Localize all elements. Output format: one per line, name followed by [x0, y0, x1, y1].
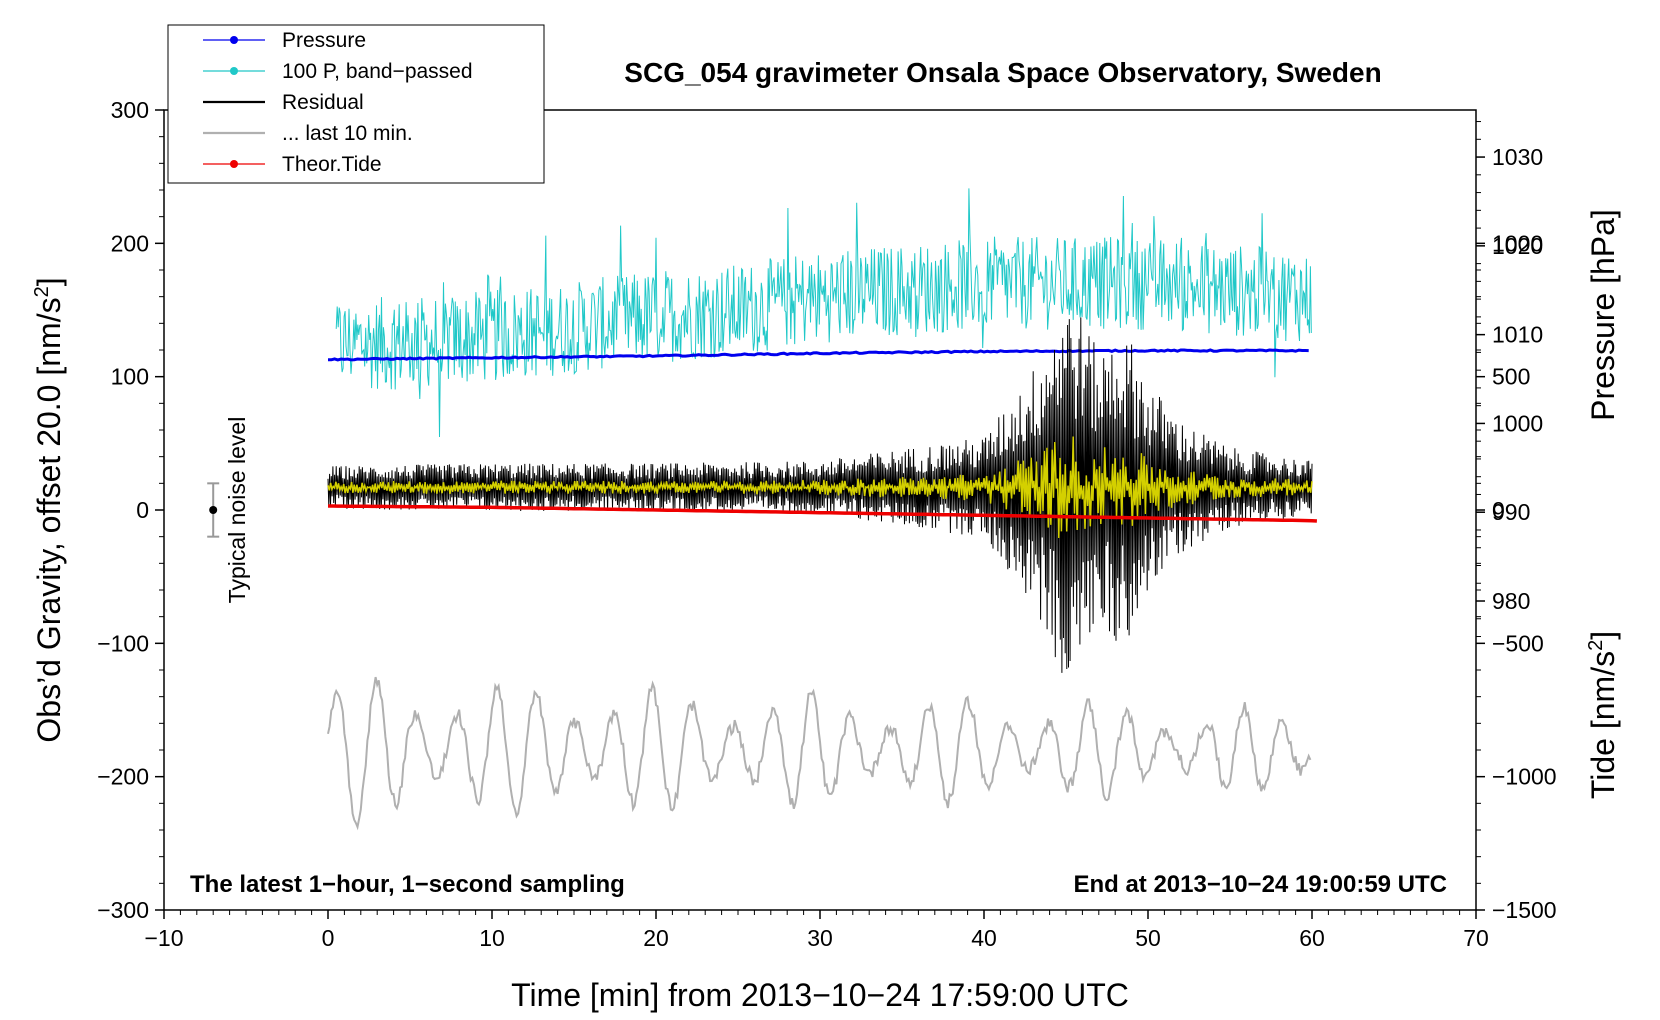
x-tick-label: 20: [643, 925, 669, 951]
legend-label: Theor.Tide: [282, 153, 382, 176]
tide-tick-label: 500: [1492, 364, 1530, 390]
tide-axis-label-end: ]: [1585, 631, 1621, 640]
pressure-axis-label: Pressure [hPa]: [1585, 209, 1621, 421]
y-axis-gravity: −300 −200 −100 0 100 200 300: [97, 97, 164, 923]
y-tick-label: 0: [136, 497, 149, 523]
x-tick-label: 50: [1135, 925, 1161, 951]
y-tick-label: 300: [111, 97, 149, 123]
x-tick-label: 40: [971, 925, 997, 951]
series-theoretical-tide: [328, 504, 1318, 523]
legend-marker: [230, 67, 238, 75]
legend-label: 100 P, band−passed: [282, 60, 473, 83]
y-axis-pressure: 980 990 1000 1010 1020 1030: [1476, 121, 1543, 638]
y-axis-label-sup: 2: [31, 286, 53, 297]
tide-axis-label: Tide [nm/s2]: [1585, 631, 1621, 799]
y-axis-tide: −1500 −1000 −500 0 500 1000: [1476, 230, 1557, 923]
pressure-tick-label: 1030: [1492, 144, 1543, 170]
legend: Pressure 100 P, band−passed Residual ... la…: [167, 24, 545, 184]
pressure-tick-label: 980: [1492, 588, 1530, 614]
legend-marker: [230, 36, 238, 44]
y-axis-label-end: ]: [31, 277, 67, 286]
x-tick-label: 10: [479, 925, 505, 951]
tide-tick-label: −1500: [1492, 897, 1557, 923]
legend-label: Pressure: [282, 29, 366, 52]
chart-title: SCG_054 gravimeter Onsala Space Observat…: [624, 57, 1381, 88]
x-tick-label: 30: [807, 925, 833, 951]
series-layer: [327, 188, 1318, 831]
pressure-tick-label: 990: [1492, 499, 1530, 525]
y-tick-label: −100: [97, 630, 149, 656]
series-last-10-min: [327, 676, 1312, 831]
y-axis-label-main: Obs’d Gravity, offset 20.0 [nm/s: [31, 297, 67, 742]
x-axis-label: Time [min] from 2013−10−24 17:59:00 UTC: [511, 977, 1129, 1013]
noise-bar-center: [209, 506, 218, 514]
x-tick-label: 0: [322, 925, 335, 951]
y-tick-label: −200: [97, 764, 149, 790]
x-tick-label: 70: [1463, 925, 1489, 951]
end-time-note: End at 2013−10−24 19:00:59 UTC: [1073, 871, 1447, 898]
tide-axis-label-sup: 2: [1585, 640, 1607, 651]
x-axis: −10 0 10 20 30 40 50 60 70: [144, 910, 1489, 951]
tide-axis-label-main: Tide [nm/s: [1585, 651, 1621, 799]
noise-level-label: Typical noise level: [224, 417, 250, 604]
series-residual: [327, 317, 1313, 673]
y-tick-label: 200: [111, 230, 149, 256]
pressure-tick-label: 1010: [1492, 322, 1543, 348]
tide-tick-label: 1000: [1492, 230, 1543, 256]
tide-tick-label: −500: [1492, 630, 1544, 656]
legend-box: [167, 24, 545, 184]
legend-label: ... last 10 min.: [282, 122, 413, 145]
x-tick-label: 60: [1299, 925, 1325, 951]
legend-label: Residual: [282, 91, 364, 114]
noise-level-bar: [207, 482, 220, 538]
sampling-note: The latest 1−hour, 1−second sampling: [190, 871, 625, 898]
tide-tick-label: 0: [1492, 497, 1505, 523]
series-pressure: [328, 348, 1309, 362]
plot-frame: [163, 109, 1477, 911]
series-bandpassed-pressure: [335, 188, 1312, 438]
legend-marker: [230, 160, 238, 168]
pressure-tick-label: 1020: [1492, 233, 1543, 259]
series-residual-smoothed: [327, 436, 1313, 539]
x-tick-label: −10: [144, 925, 183, 951]
pressure-tick-label: 1000: [1492, 410, 1543, 436]
y-tick-label: −300: [97, 897, 149, 923]
y-tick-label: 100: [111, 364, 149, 390]
y-axis-label: Obs’d Gravity, offset 20.0 [nm/s2]: [31, 277, 67, 742]
tide-tick-label: −1000: [1492, 764, 1557, 790]
